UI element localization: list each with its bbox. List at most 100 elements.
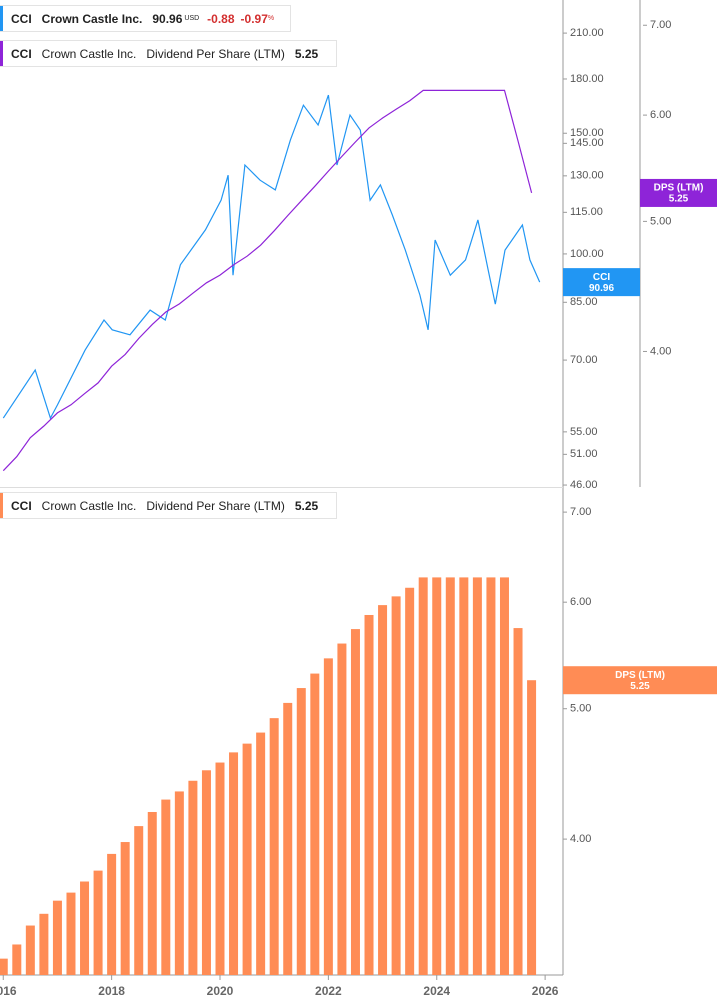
x-tick-label: 2020 xyxy=(207,984,234,998)
y-tick-label: 100.00 xyxy=(570,248,604,260)
bar xyxy=(66,892,76,975)
axis-badge xyxy=(640,178,717,207)
bar xyxy=(201,770,211,975)
axis-badge xyxy=(563,268,640,297)
y-tick-label: 55.00 xyxy=(570,426,598,438)
bar xyxy=(499,577,509,975)
y-tick-label: 130.00 xyxy=(570,170,604,182)
badge-value: 5.25 xyxy=(669,194,689,205)
y-tick-label: 4.00 xyxy=(650,345,671,357)
bar xyxy=(432,577,442,975)
x-tick-label: 2026 xyxy=(532,984,559,998)
bar xyxy=(242,743,252,975)
x-tick-label: 2018 xyxy=(98,984,125,998)
y-tick-label: 46.00 xyxy=(570,479,598,491)
y-tick-label: 180.00 xyxy=(570,73,604,85)
y-tick-label: 5.00 xyxy=(570,703,591,715)
bar xyxy=(350,629,360,975)
badge-value: 5.25 xyxy=(630,681,650,692)
legend-price: CCI Crown Castle Inc. 90.96 USD -0.88 -0… xyxy=(0,5,292,32)
bar xyxy=(337,643,347,975)
legend-swatch xyxy=(0,6,3,31)
y-tick-label: 51.00 xyxy=(570,448,598,460)
y-tick-label: 85.00 xyxy=(570,296,598,308)
bar xyxy=(486,577,496,975)
y-tick-label: 210.00 xyxy=(570,27,604,39)
x-tick-label: 2016 xyxy=(0,984,17,998)
bar xyxy=(513,628,523,975)
bar xyxy=(0,958,8,975)
bar xyxy=(459,577,469,975)
y-tick-label: 7.00 xyxy=(570,506,591,518)
last-value: 5.25 xyxy=(294,498,319,513)
x-tick-label: 2024 xyxy=(423,984,450,998)
bar xyxy=(418,577,428,975)
bar xyxy=(215,762,225,975)
currency: USD xyxy=(184,15,200,22)
legend-dps: CCI Crown Castle Inc. Dividend Per Share… xyxy=(0,40,338,67)
bar xyxy=(445,577,455,975)
bar xyxy=(93,870,103,975)
y-tick-label: 6.00 xyxy=(570,596,591,608)
last-price: 90.96 xyxy=(152,11,183,26)
y-tick-label: 145.00 xyxy=(570,137,604,149)
bar xyxy=(283,702,293,975)
bar xyxy=(107,853,117,975)
bar xyxy=(378,605,388,975)
ticker: CCI xyxy=(11,46,32,61)
bar xyxy=(80,881,90,975)
y-tick-label: 7.00 xyxy=(650,19,671,31)
bar xyxy=(323,658,333,975)
badge-label: CCI xyxy=(593,272,610,283)
y-tick-label: 115.00 xyxy=(570,206,603,218)
bar xyxy=(296,688,306,975)
y-tick-label: 70.00 xyxy=(570,354,598,366)
company: Crown Castle Inc. xyxy=(41,498,137,513)
badge-label: DPS (LTM) xyxy=(654,183,704,194)
legend-bar: CCI Crown Castle Inc. Dividend Per Share… xyxy=(0,492,338,519)
bar xyxy=(405,587,415,975)
bar xyxy=(472,577,482,975)
bar xyxy=(12,944,22,975)
bar xyxy=(120,842,130,975)
bar xyxy=(310,673,320,975)
change: -0.88 xyxy=(207,11,235,26)
bar xyxy=(391,596,401,975)
last-value: 5.25 xyxy=(294,46,319,61)
bar xyxy=(39,913,49,975)
y-tick-label: 150.00 xyxy=(570,127,604,139)
series-name: Dividend Per Share (LTM) xyxy=(146,46,285,61)
bar xyxy=(527,680,537,975)
badge-label: DPS (LTM) xyxy=(615,670,665,681)
bar xyxy=(256,732,266,975)
y-tick-label: 5.00 xyxy=(650,215,671,227)
bar xyxy=(229,752,239,975)
bar xyxy=(147,811,157,975)
x-tick-label: 2022 xyxy=(315,984,342,998)
bar xyxy=(364,614,374,975)
bar xyxy=(269,718,279,975)
legend-swatch xyxy=(0,493,3,518)
pct-unit: % xyxy=(267,15,275,22)
bar xyxy=(134,826,144,975)
series-name: Dividend Per Share (LTM) xyxy=(146,498,285,513)
company: Crown Castle Inc. xyxy=(41,46,137,61)
bar xyxy=(161,799,171,975)
series-line xyxy=(2,94,541,420)
ticker: CCI xyxy=(11,11,32,26)
y-tick-label: 4.00 xyxy=(570,833,591,845)
series-line xyxy=(2,89,533,472)
change-pct: -0.97 xyxy=(240,11,268,26)
bar xyxy=(52,900,62,975)
bar xyxy=(174,791,184,975)
bar xyxy=(188,780,198,975)
y-tick-label: 6.00 xyxy=(650,109,671,121)
badge-value: 90.96 xyxy=(589,283,614,294)
ticker: CCI xyxy=(11,498,32,513)
legend-swatch xyxy=(0,41,3,66)
bar xyxy=(25,925,35,975)
axis-badge xyxy=(563,666,717,695)
company: Crown Castle Inc. xyxy=(41,11,143,26)
